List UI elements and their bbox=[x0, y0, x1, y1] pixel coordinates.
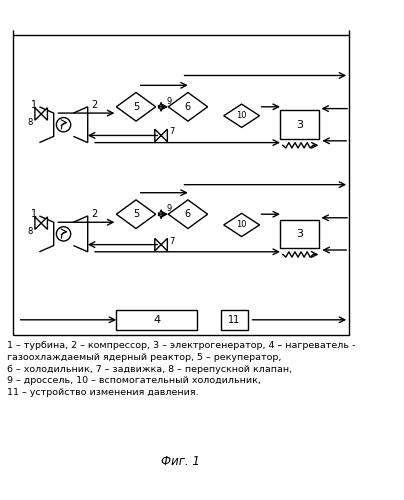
Text: 1: 1 bbox=[31, 209, 37, 219]
Text: 6: 6 bbox=[185, 102, 191, 112]
Text: 10: 10 bbox=[236, 220, 247, 230]
Polygon shape bbox=[168, 200, 208, 228]
Polygon shape bbox=[39, 107, 54, 142]
Text: 6 – холодильник, 7 – задвижка, 8 – перепускной клапан,: 6 – холодильник, 7 – задвижка, 8 – переп… bbox=[7, 364, 292, 374]
Bar bbox=[221, 310, 248, 330]
Text: 9 – дроссель, 10 – вспомогательный холодильник,: 9 – дроссель, 10 – вспомогательный холод… bbox=[7, 376, 261, 385]
Text: 4: 4 bbox=[153, 315, 160, 325]
Polygon shape bbox=[224, 214, 259, 236]
Polygon shape bbox=[224, 104, 259, 128]
Text: 1 – турбина, 2 – компрессор, 3 – электрогенератор, 4 – нагреватель -: 1 – турбина, 2 – компрессор, 3 – электро… bbox=[7, 342, 356, 350]
Text: 3: 3 bbox=[296, 229, 303, 239]
Text: 2: 2 bbox=[91, 100, 97, 110]
Polygon shape bbox=[155, 129, 167, 141]
Circle shape bbox=[57, 118, 71, 132]
Text: Фиг. 1: Фиг. 1 bbox=[161, 456, 200, 468]
Polygon shape bbox=[155, 238, 167, 251]
Text: 11 – устройство изменения давления.: 11 – устройство изменения давления. bbox=[7, 388, 199, 397]
Bar bbox=[116, 310, 197, 330]
Text: 7: 7 bbox=[169, 128, 175, 136]
Polygon shape bbox=[39, 216, 54, 252]
Polygon shape bbox=[74, 107, 88, 142]
Polygon shape bbox=[116, 200, 156, 228]
Text: 5: 5 bbox=[133, 209, 139, 219]
Circle shape bbox=[57, 226, 71, 241]
Text: 9: 9 bbox=[166, 97, 172, 106]
Text: 2: 2 bbox=[91, 209, 97, 219]
Text: 8: 8 bbox=[28, 226, 33, 235]
Bar bbox=[280, 220, 320, 248]
Text: 11: 11 bbox=[228, 315, 241, 325]
Polygon shape bbox=[35, 217, 47, 230]
Bar bbox=[280, 110, 320, 139]
Text: 7: 7 bbox=[169, 236, 175, 246]
Text: 5: 5 bbox=[133, 102, 139, 112]
Polygon shape bbox=[116, 92, 156, 121]
Polygon shape bbox=[74, 216, 88, 252]
Text: газоохлаждаемый ядерный реактор, 5 – рекуператор,: газоохлаждаемый ядерный реактор, 5 – рек… bbox=[7, 353, 282, 362]
Polygon shape bbox=[35, 108, 47, 120]
Polygon shape bbox=[168, 92, 208, 121]
Text: 3: 3 bbox=[296, 120, 303, 130]
Text: 10: 10 bbox=[236, 112, 247, 120]
Text: 6: 6 bbox=[185, 209, 191, 219]
Text: 8: 8 bbox=[28, 118, 33, 126]
Text: 1: 1 bbox=[31, 100, 37, 110]
Bar bbox=[13, 35, 349, 335]
Text: 9: 9 bbox=[166, 204, 172, 214]
